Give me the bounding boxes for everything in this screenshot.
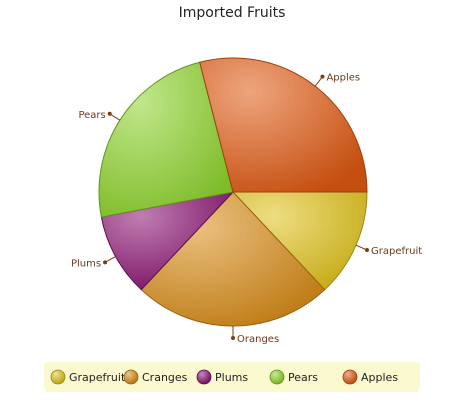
callout-dot-plums: [103, 260, 108, 265]
legend-label-plums: Plums: [215, 371, 248, 384]
pie-slice-cranges[interactable]: [140, 191, 326, 327]
callout-dot-grapefruit: [364, 247, 369, 252]
pie-slice-plums[interactable]: [100, 191, 235, 291]
legend-label-cranges: Cranges: [142, 371, 188, 384]
callout-label-apples: Apples: [326, 73, 360, 84]
callout-dot-pears: [107, 111, 112, 116]
callout-label-pears: Pears: [78, 110, 105, 121]
legend-marker-pears: [269, 369, 285, 385]
legend-background: [44, 362, 420, 392]
pie-slice-apples[interactable]: [199, 57, 368, 193]
legend-marker-apples: [342, 369, 358, 385]
chart-title: Imported Fruits: [179, 5, 286, 21]
legend-marker-cranges: [123, 369, 139, 385]
pie-slice-grapefruit[interactable]: [231, 191, 368, 291]
legend-label-apples: Apples: [361, 371, 398, 384]
callout-label-grapefruit: Grapefruit: [371, 246, 422, 257]
legend-marker-plums: [196, 369, 212, 385]
callout-dot-cranges: [231, 336, 235, 340]
pie-slices: [98, 57, 368, 327]
legend-label-pears: Pears: [288, 371, 318, 384]
callout-dot-apples: [320, 74, 325, 79]
slice-callouts: Grapefruit Oranges Plums Pears Apples: [71, 73, 422, 345]
chart-legend: Grapefruit Cranges Plums Pears Apples: [44, 362, 420, 392]
callout-label-cranges: Oranges: [237, 334, 279, 345]
legend-label-grapefruit: Grapefruit: [69, 371, 126, 384]
legend-marker-grapefruit: [50, 369, 66, 385]
callout-label-plums: Plums: [71, 258, 101, 269]
pie-slice-pears[interactable]: [98, 61, 234, 218]
